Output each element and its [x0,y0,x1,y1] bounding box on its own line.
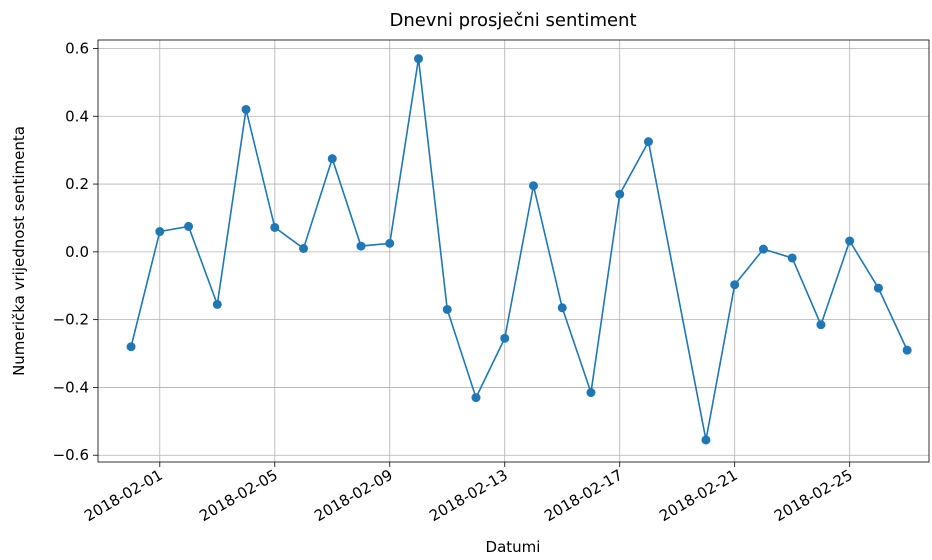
point [270,222,280,232]
point [356,241,366,251]
point [873,283,883,293]
x-tick-label: 2018-02-21 [656,466,741,525]
point [528,181,538,191]
y-tick-label: 0.0 [65,243,89,261]
x-axis-label: Datumi [486,538,541,556]
point [730,280,740,290]
point [787,253,797,263]
point [845,236,855,246]
x-tick-label: 2018-02-01 [81,466,166,525]
point [902,345,912,355]
point [184,221,194,231]
point [241,104,251,114]
point [414,54,424,64]
y-tick-label: −0.2 [53,311,89,329]
point [299,243,309,253]
y-tick-label: 0.6 [65,39,89,57]
plot-frame [97,39,930,463]
x-tick-label: 2018-02-09 [311,466,396,525]
y-tick-label: −0.6 [53,446,89,464]
point [126,342,136,352]
x-tick-label: 2018-02-13 [426,466,511,525]
point [327,154,337,164]
point [701,435,711,445]
point [385,238,395,248]
point [758,244,768,254]
y-tick-label: 0.4 [65,107,89,125]
x-tick-label: 2018-02-25 [771,466,856,525]
y-axis-label: Numerička vrijednost sentimenta [10,126,28,376]
x-tick-label: 2018-02-17 [541,466,626,525]
point [442,304,452,314]
point [212,299,222,309]
chart-title: Dnevni prosječni sentiment [389,10,636,31]
point [643,137,653,147]
point [557,303,567,313]
point [586,388,596,398]
point [471,393,481,403]
y-tick-label: −0.4 [53,378,89,396]
y-tick-label: 0.2 [65,175,89,193]
point [816,320,826,330]
point [500,333,510,343]
point [615,189,625,199]
series-line [130,58,908,441]
x-tick-label: 2018-02-05 [196,466,281,525]
point [155,227,165,237]
